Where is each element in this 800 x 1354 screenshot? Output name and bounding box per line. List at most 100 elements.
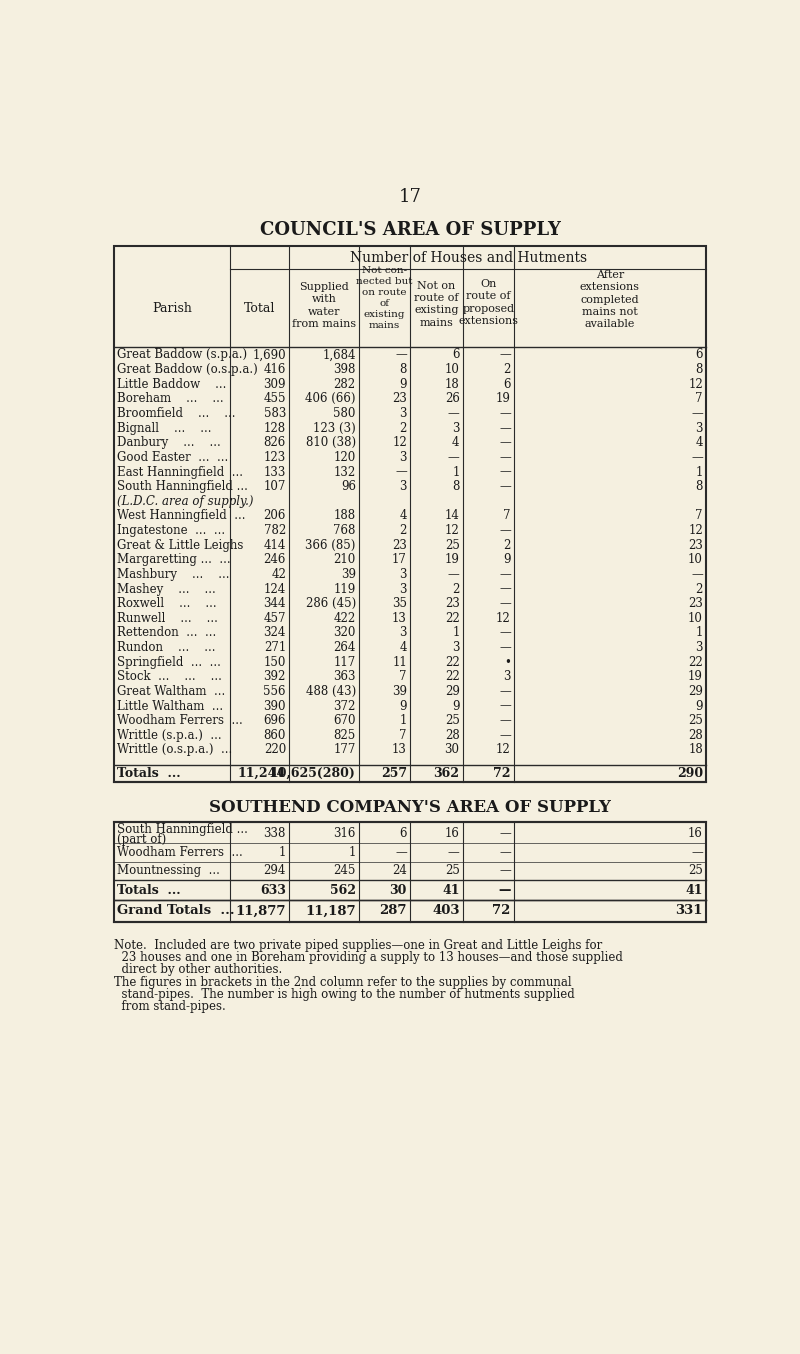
Text: 19: 19 xyxy=(445,554,459,566)
Text: 177: 177 xyxy=(334,743,356,757)
Text: 1: 1 xyxy=(695,466,703,478)
Text: 25: 25 xyxy=(688,714,703,727)
Text: 12: 12 xyxy=(496,743,510,757)
Text: 11,244: 11,244 xyxy=(238,766,286,780)
Text: —: — xyxy=(499,597,510,611)
Text: Writtle (s.p.a.)  ...: Writtle (s.p.a.) ... xyxy=(117,728,222,742)
Text: 12: 12 xyxy=(392,436,407,450)
Text: 128: 128 xyxy=(264,421,286,435)
Text: Mashbury    ...    ...: Mashbury ... ... xyxy=(117,567,230,581)
Text: 9: 9 xyxy=(399,700,407,712)
Text: —: — xyxy=(499,451,510,464)
Text: 22: 22 xyxy=(688,655,703,669)
Text: 14: 14 xyxy=(445,509,459,523)
Text: 123 (3): 123 (3) xyxy=(313,421,356,435)
Text: 41: 41 xyxy=(686,884,703,896)
Text: 23: 23 xyxy=(688,539,703,551)
Text: 96: 96 xyxy=(341,481,356,493)
Text: 10: 10 xyxy=(688,554,703,566)
Text: —: — xyxy=(395,348,407,362)
Text: 18: 18 xyxy=(445,378,459,391)
Text: 210: 210 xyxy=(334,554,356,566)
Text: 25: 25 xyxy=(688,864,703,877)
Text: 30: 30 xyxy=(390,884,407,896)
Text: 4: 4 xyxy=(399,509,407,523)
Text: 26: 26 xyxy=(445,393,459,405)
Text: 25: 25 xyxy=(445,714,459,727)
Text: 72: 72 xyxy=(494,766,510,780)
Text: 257: 257 xyxy=(381,766,407,780)
Text: —: — xyxy=(691,567,703,581)
Text: —: — xyxy=(499,481,510,493)
Text: —: — xyxy=(499,466,510,478)
Text: 245: 245 xyxy=(334,864,356,877)
Text: 23: 23 xyxy=(688,597,703,611)
Text: 41: 41 xyxy=(442,884,459,896)
Text: Number of Houses and Hutments: Number of Houses and Hutments xyxy=(350,250,586,265)
Text: 264: 264 xyxy=(334,640,356,654)
Text: 372: 372 xyxy=(334,700,356,712)
Text: 12: 12 xyxy=(688,524,703,538)
Text: 390: 390 xyxy=(263,700,286,712)
Text: 1: 1 xyxy=(695,627,703,639)
Text: 8: 8 xyxy=(399,363,407,376)
Text: 246: 246 xyxy=(264,554,286,566)
Text: 860: 860 xyxy=(264,728,286,742)
Text: Rettendon  ...  ...: Rettendon ... ... xyxy=(117,627,216,639)
Text: 72: 72 xyxy=(492,904,510,918)
Text: 290: 290 xyxy=(677,766,703,780)
Text: —: — xyxy=(448,408,459,420)
Text: 826: 826 xyxy=(264,436,286,450)
Text: —: — xyxy=(448,846,459,858)
Text: 6: 6 xyxy=(695,348,703,362)
Text: 455: 455 xyxy=(263,393,286,405)
Text: 7: 7 xyxy=(399,728,407,742)
Text: direct by other authorities.: direct by other authorities. xyxy=(114,963,282,976)
Text: 282: 282 xyxy=(334,378,356,391)
Text: —: — xyxy=(499,640,510,654)
Text: 414: 414 xyxy=(264,539,286,551)
Text: 12: 12 xyxy=(688,378,703,391)
Text: 12: 12 xyxy=(496,612,510,624)
Text: 9: 9 xyxy=(452,700,459,712)
Text: 1,690: 1,690 xyxy=(252,348,286,362)
Bar xyxy=(114,822,706,922)
Text: 29: 29 xyxy=(688,685,703,697)
Text: 6: 6 xyxy=(399,827,407,841)
Text: 133: 133 xyxy=(264,466,286,478)
Text: Grand Totals  ...: Grand Totals ... xyxy=(117,904,234,918)
Text: 16: 16 xyxy=(688,827,703,841)
Text: 416: 416 xyxy=(264,363,286,376)
Text: 2: 2 xyxy=(695,582,703,596)
Text: Rundon    ...    ...: Rundon ... ... xyxy=(117,640,215,654)
Text: 107: 107 xyxy=(264,481,286,493)
Text: 782: 782 xyxy=(264,524,286,538)
Text: Total: Total xyxy=(244,302,275,314)
Text: Good Easter  ...  ...: Good Easter ... ... xyxy=(117,451,228,464)
Text: 23 houses and one in Boreham providing a supply to 13 houses—and those supplied: 23 houses and one in Boreham providing a… xyxy=(114,951,623,964)
Text: 3: 3 xyxy=(399,582,407,596)
Text: (L.D.C. area of supply.): (L.D.C. area of supply.) xyxy=(117,494,254,508)
Text: West Hanningfield  ...: West Hanningfield ... xyxy=(117,509,246,523)
Text: 3: 3 xyxy=(695,640,703,654)
Text: 17: 17 xyxy=(398,188,422,206)
Text: 422: 422 xyxy=(334,612,356,624)
Text: Great & Little Leighs: Great & Little Leighs xyxy=(117,539,243,551)
Text: 7: 7 xyxy=(695,509,703,523)
Text: 124: 124 xyxy=(264,582,286,596)
Text: 392: 392 xyxy=(264,670,286,684)
Text: Bignall    ...    ...: Bignall ... ... xyxy=(117,421,211,435)
Text: Parish: Parish xyxy=(152,302,192,314)
Text: 338: 338 xyxy=(264,827,286,841)
Text: —: — xyxy=(499,827,510,841)
Text: 271: 271 xyxy=(264,640,286,654)
Text: Note.  Included are two private piped supplies—one in Great and Little Leighs fo: Note. Included are two private piped sup… xyxy=(114,938,602,952)
Text: —: — xyxy=(499,846,510,858)
Text: Little Waltham  ...: Little Waltham ... xyxy=(117,700,223,712)
Text: 7: 7 xyxy=(695,393,703,405)
Text: 488 (43): 488 (43) xyxy=(306,685,356,697)
Text: COUNCIL'S AREA OF SUPPLY: COUNCIL'S AREA OF SUPPLY xyxy=(259,221,561,240)
Text: Not on
route of
existing
mains: Not on route of existing mains xyxy=(414,280,458,328)
Text: Writtle (o.s.p.a.)  ...: Writtle (o.s.p.a.) ... xyxy=(117,743,232,757)
Text: from stand-pipes.: from stand-pipes. xyxy=(114,1001,226,1013)
